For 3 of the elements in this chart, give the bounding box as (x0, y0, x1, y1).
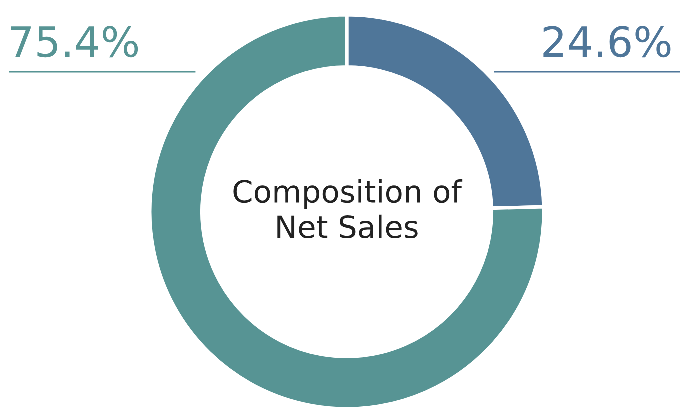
data-label: 75.4% (11, 26, 138, 58)
data-label: 24.6% (544, 26, 671, 58)
text: Composition of Net Sales (234, 180, 463, 239)
